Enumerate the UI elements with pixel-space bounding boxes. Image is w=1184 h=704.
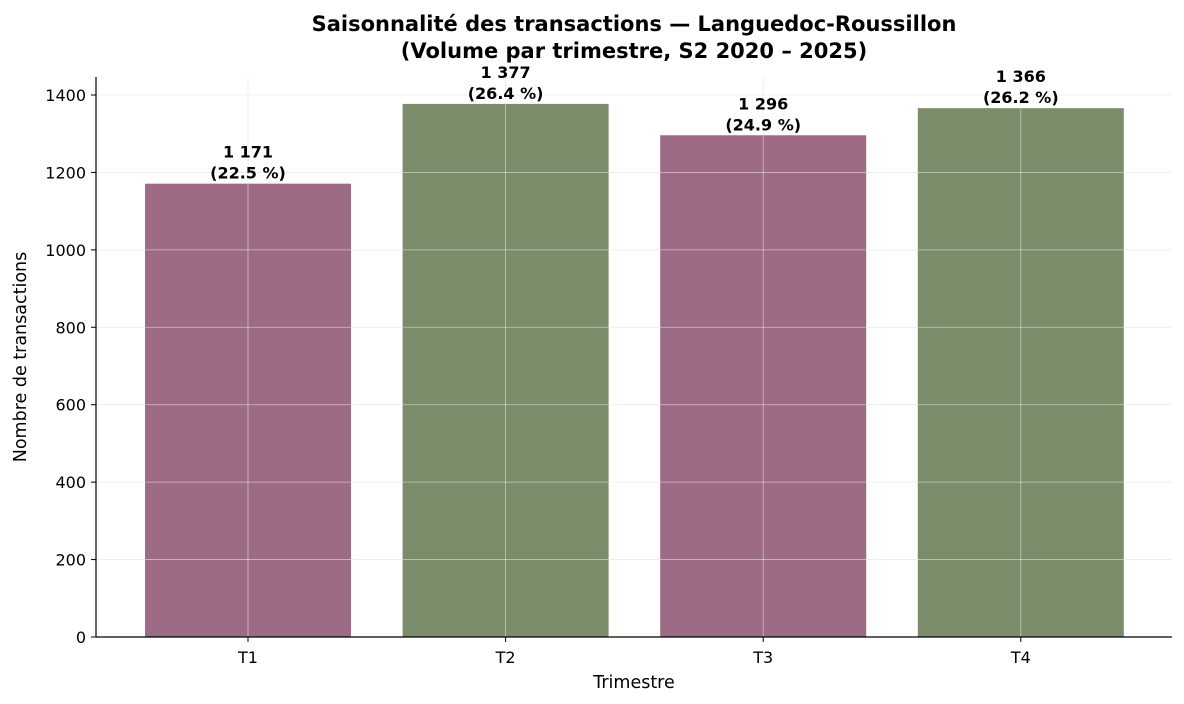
y-tick-label: 1200 — [45, 163, 86, 182]
y-tick-label: 1400 — [45, 86, 86, 105]
data-label-percent: (24.9 %) — [725, 115, 801, 134]
chart-title: Saisonnalité des transactions — Languedo… — [312, 12, 957, 36]
plot-area: 0 200 400 600 800 1000 1200 1400 T1 T2 T3 T4 1 171 (2… — [45, 63, 1172, 667]
x-tick-label: T1 — [237, 648, 258, 667]
y-axis-label: Nombre de transactions — [11, 252, 31, 463]
data-label-percent: (26.2 %) — [983, 88, 1059, 107]
y-tick-label: 800 — [55, 318, 86, 337]
x-tick-label: T2 — [495, 648, 516, 667]
data-label-value: 1 366 — [996, 67, 1046, 86]
data-label-value: 1 171 — [223, 143, 273, 162]
y-tick-label: 200 — [55, 551, 86, 570]
chart-subtitle: (Volume par trimestre, S2 2020 – 2025) — [401, 39, 867, 63]
y-tick-label: 0 — [76, 628, 86, 647]
y-tick-label: 400 — [55, 473, 86, 492]
x-tick-label: T3 — [752, 648, 773, 667]
data-label-percent: (22.5 %) — [210, 164, 286, 183]
y-tick-label: 600 — [55, 396, 86, 415]
grid-overlay — [145, 103, 1124, 637]
y-tick-label: 1000 — [45, 241, 86, 260]
data-label-percent: (26.4 %) — [468, 84, 544, 103]
x-axis-label: Trimestre — [592, 673, 675, 693]
x-tick-label: T4 — [1010, 648, 1031, 667]
data-label-value: 1 296 — [738, 94, 788, 113]
data-label-value: 1 377 — [481, 63, 531, 82]
